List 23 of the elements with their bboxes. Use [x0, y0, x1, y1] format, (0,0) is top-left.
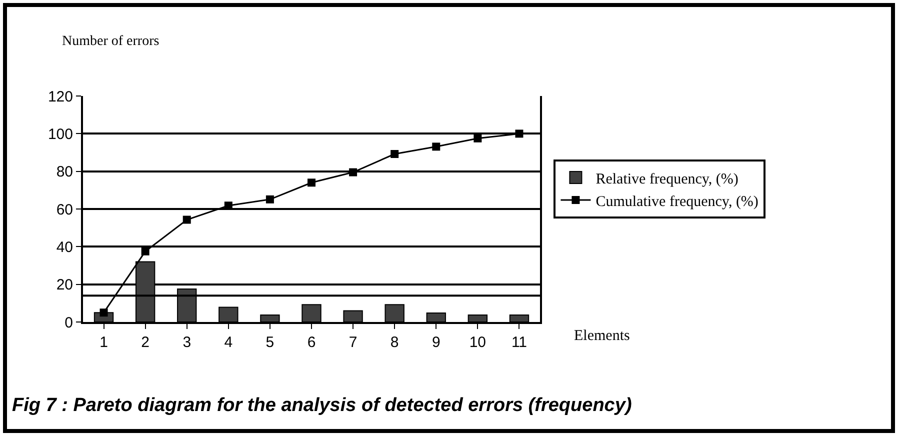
- x-tick-label: 3: [182, 334, 192, 351]
- x-axis-title: Elements: [574, 328, 630, 344]
- x-tick-label: 9: [432, 334, 440, 351]
- y-tick-label: 0: [64, 314, 73, 332]
- x-tick-label: 11: [511, 334, 528, 351]
- y-tick-label: 20: [56, 276, 73, 294]
- y-tick-label: 80: [56, 164, 73, 181]
- x-tick-label: 4: [224, 334, 233, 351]
- x-tick-label: 10: [469, 334, 486, 351]
- caption: Fig 7 : Pareto diagram for the analysis of detected errors (frequency): [12, 395, 632, 416]
- y-tick-label: 120: [48, 88, 73, 106]
- legend-label: Cumulative frequency, (%): [596, 194, 758, 210]
- x-tick-label: 5: [266, 334, 274, 351]
- x-tick-label: 8: [390, 334, 399, 351]
- y-tick-label: 40: [56, 238, 73, 256]
- y-tick-label: 60: [56, 201, 73, 218]
- x-tick-label: 7: [348, 334, 358, 351]
- y-tick-label: 100: [48, 126, 73, 143]
- x-tick-label: 1: [100, 334, 108, 351]
- x-tick-label: 2: [141, 334, 150, 351]
- legend-label: Relative frequency, (%): [596, 171, 738, 188]
- y-axis-title: Number of errors: [62, 34, 160, 49]
- x-tick-label: 6: [307, 334, 316, 351]
